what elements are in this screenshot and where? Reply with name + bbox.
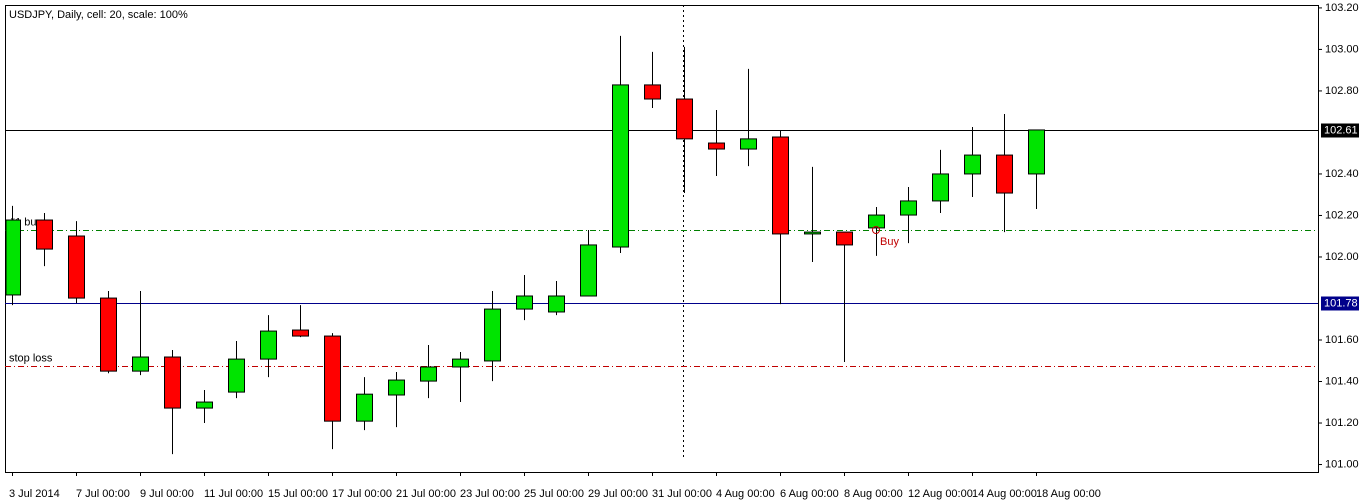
candle-body bbox=[68, 235, 85, 299]
candle-body bbox=[36, 219, 53, 250]
candle-body bbox=[356, 393, 373, 422]
y-tick-label: 103.00 bbox=[1325, 43, 1359, 55]
candle-body bbox=[324, 335, 341, 422]
y-tick-label: 101.40 bbox=[1325, 375, 1359, 387]
x-tick-label: 6 Aug 00:00 bbox=[780, 488, 839, 500]
plot-frame bbox=[5, 5, 1319, 473]
candle-body bbox=[5, 219, 21, 296]
candle-body bbox=[484, 308, 501, 362]
x-tick-label: 25 Jul 00:00 bbox=[524, 488, 584, 500]
candle-body bbox=[1028, 129, 1045, 175]
candle-body bbox=[708, 142, 725, 150]
x-tick-label: 21 Jul 00:00 bbox=[396, 488, 456, 500]
candle-body bbox=[388, 379, 405, 396]
candle-body bbox=[292, 329, 309, 337]
y-tick-label: 101.60 bbox=[1325, 334, 1359, 346]
candle-body bbox=[548, 295, 565, 313]
candle-body bbox=[804, 231, 821, 235]
annotation-label: Buy bbox=[880, 236, 899, 248]
candle-body bbox=[580, 244, 597, 297]
x-tick-label: 4 Aug 00:00 bbox=[716, 488, 775, 500]
candle-body bbox=[996, 154, 1013, 194]
x-tick-label: 11 Jul 00:00 bbox=[204, 488, 263, 500]
buy-marker bbox=[872, 225, 880, 234]
y-tick-label: 102.80 bbox=[1325, 85, 1359, 97]
price-label-box bbox=[1321, 123, 1359, 138]
candle-body bbox=[196, 401, 213, 409]
y-tick-label: 101.20 bbox=[1325, 417, 1359, 429]
x-tick-label: 3 Jul 2014 bbox=[9, 488, 60, 500]
y-tick-label: 102.40 bbox=[1325, 168, 1359, 180]
candle-body bbox=[676, 98, 693, 140]
x-tick-label: 8 Aug 00:00 bbox=[844, 488, 903, 500]
candle-body bbox=[612, 84, 629, 248]
y-tick-label: 102.20 bbox=[1325, 209, 1359, 221]
x-tick-label: 31 Jul 00:00 bbox=[652, 488, 712, 500]
candle-body bbox=[900, 200, 917, 216]
x-tick-label: 17 Jul 00:00 bbox=[332, 488, 392, 500]
candle-body bbox=[452, 358, 469, 368]
x-tick-label: 23 Jul 00:00 bbox=[460, 488, 520, 500]
candle-body bbox=[260, 330, 277, 360]
x-tick-label: 15 Jul 00:00 bbox=[268, 488, 328, 500]
candle-body bbox=[772, 136, 789, 235]
x-tick-label: 14 Aug 00:00 bbox=[972, 488, 1037, 500]
price-label-box bbox=[1321, 296, 1359, 311]
price-label: 102.61 bbox=[1324, 124, 1358, 136]
candle-body bbox=[868, 214, 885, 229]
y-tick-label: 102.00 bbox=[1325, 251, 1359, 263]
x-tick-label: 7 Jul 00:00 bbox=[76, 488, 130, 500]
candle-body bbox=[164, 356, 181, 409]
candle-body bbox=[932, 173, 949, 202]
candle-body bbox=[100, 297, 117, 372]
candle-body bbox=[516, 295, 533, 310]
price-label: 101.78 bbox=[1324, 297, 1358, 309]
candle-body bbox=[740, 138, 757, 150]
x-tick-label: 18 Aug 00:00 bbox=[1036, 488, 1101, 500]
y-tick-label: 103.20 bbox=[1325, 2, 1359, 14]
candle-body bbox=[420, 366, 437, 382]
candle-body bbox=[964, 154, 981, 175]
candle-body bbox=[132, 356, 149, 372]
x-tick-label: 29 Jul 00:00 bbox=[588, 488, 648, 500]
candle-body bbox=[644, 84, 661, 100]
x-tick-label: 9 Jul 00:00 bbox=[140, 488, 194, 500]
x-tick-label: 12 Aug 00:00 bbox=[908, 488, 973, 500]
candle-body bbox=[228, 358, 245, 393]
y-tick-label: 101.00 bbox=[1325, 458, 1359, 470]
candle-body bbox=[836, 231, 853, 246]
chart-title: USDJPY, Daily, cell: 20, scale: 100% bbox=[9, 9, 188, 21]
level-label: stop loss bbox=[9, 352, 53, 364]
